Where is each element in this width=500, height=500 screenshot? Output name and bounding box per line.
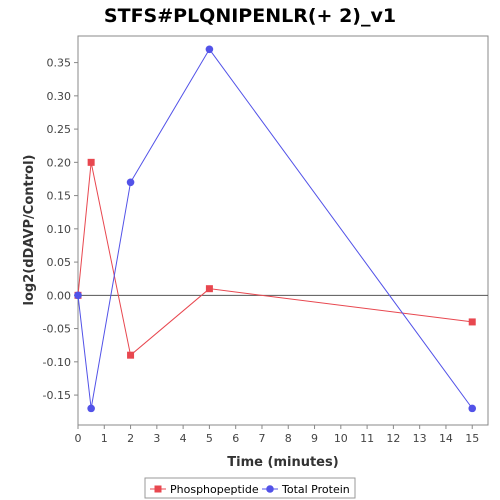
x-tick-label: 9 xyxy=(311,432,318,445)
data-point xyxy=(205,285,213,293)
x-axis: 0 1 2 3 4 5 6 7 8 9 10 11 12 13 14 15 xyxy=(75,425,479,445)
legend-marker xyxy=(154,485,162,493)
series-layer xyxy=(74,45,477,413)
y-tick-label: 0.05 xyxy=(47,256,72,269)
data-point xyxy=(468,404,477,413)
y-axis-label: log2(dDAVP/Control) xyxy=(22,155,37,306)
x-tick-label: 12 xyxy=(386,432,400,445)
legend-label: Phosphopeptide xyxy=(170,483,259,496)
data-point xyxy=(126,178,135,187)
data-point xyxy=(87,158,95,166)
y-tick-label: 0.35 xyxy=(47,57,72,70)
x-tick-label: 5 xyxy=(206,432,213,445)
x-tick-label: 8 xyxy=(285,432,292,445)
y-tick-label: 0.10 xyxy=(47,223,72,236)
x-tick-label: 2 xyxy=(127,432,134,445)
legend: Phosphopeptide Total Protein xyxy=(144,477,356,499)
y-axis: -0.15 -0.10 -0.05 0.00 0.05 0.10 0.15 0.20 0.25 0… xyxy=(43,57,78,402)
x-tick-label: 15 xyxy=(465,432,479,445)
y-tick-label: 0.30 xyxy=(47,90,72,103)
x-tick-label: 6 xyxy=(232,432,239,445)
x-tick-label: 14 xyxy=(439,432,453,445)
data-point xyxy=(127,351,135,359)
plot-area xyxy=(77,35,489,426)
y-tick-label: -0.10 xyxy=(43,356,71,369)
data-point xyxy=(74,291,82,300)
data-point xyxy=(205,45,214,54)
x-tick-label: 7 xyxy=(258,432,265,445)
y-tick-label: -0.05 xyxy=(43,323,71,336)
legend-box xyxy=(144,477,356,499)
legend-marker xyxy=(266,485,274,493)
chart-title: STFS#PLQNIPENLR(+ 2)_v1 xyxy=(104,5,396,27)
x-tick-label: 13 xyxy=(413,432,427,445)
x-tick-label: 11 xyxy=(360,432,374,445)
y-tick-label: 0.15 xyxy=(47,190,72,203)
data-point xyxy=(468,318,476,326)
y-tick-label: 0.20 xyxy=(47,156,72,169)
x-tick-label: 0 xyxy=(75,432,82,445)
y-tick-label: 0.25 xyxy=(47,123,72,136)
x-tick-label: 4 xyxy=(180,432,187,445)
data-point xyxy=(87,404,95,413)
x-tick-label: 10 xyxy=(334,432,348,445)
y-tick-label: -0.15 xyxy=(43,389,71,402)
legend-label: Total Protein xyxy=(281,483,350,496)
y-tick-label: 0.00 xyxy=(47,289,72,302)
x-tick-label: 1 xyxy=(101,432,108,445)
x-tick-label: 3 xyxy=(153,432,160,445)
x-axis-label: Time (minutes) xyxy=(227,455,338,470)
